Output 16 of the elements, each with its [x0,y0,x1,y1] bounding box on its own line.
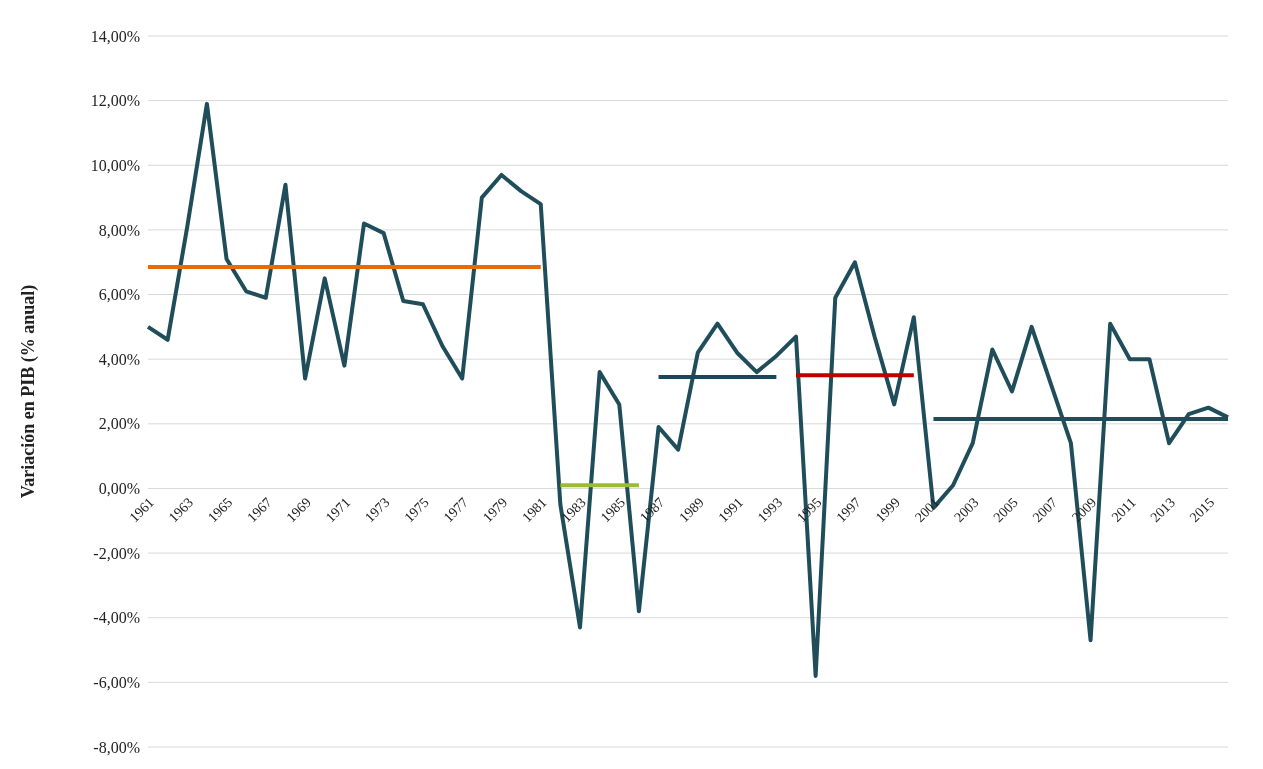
x-tick-label: 1971 [322,494,354,526]
y-tick-label: -6,00% [93,674,140,692]
x-tick-label: 2011 [1108,494,1139,525]
y-tick-label: -4,00% [93,609,140,627]
y-tick-label: 8,00% [98,221,140,239]
y-tick-label: 2,00% [98,415,140,433]
y-tick-label: 10,00% [90,156,140,174]
x-tick-label: 1991 [715,494,746,526]
x-tick-label: 1981 [519,494,550,526]
y-tick-label: 4,00% [98,350,140,368]
y-tick-label: -8,00% [93,738,140,756]
y-tick-label: 14,00% [90,27,140,45]
y-tick-label: 6,00% [98,286,140,304]
y-tick-label: 12,00% [90,92,140,110]
y-axis-title: Variación en PIB (% anual) [18,284,40,499]
y-tick-label: -2,00% [93,544,140,562]
